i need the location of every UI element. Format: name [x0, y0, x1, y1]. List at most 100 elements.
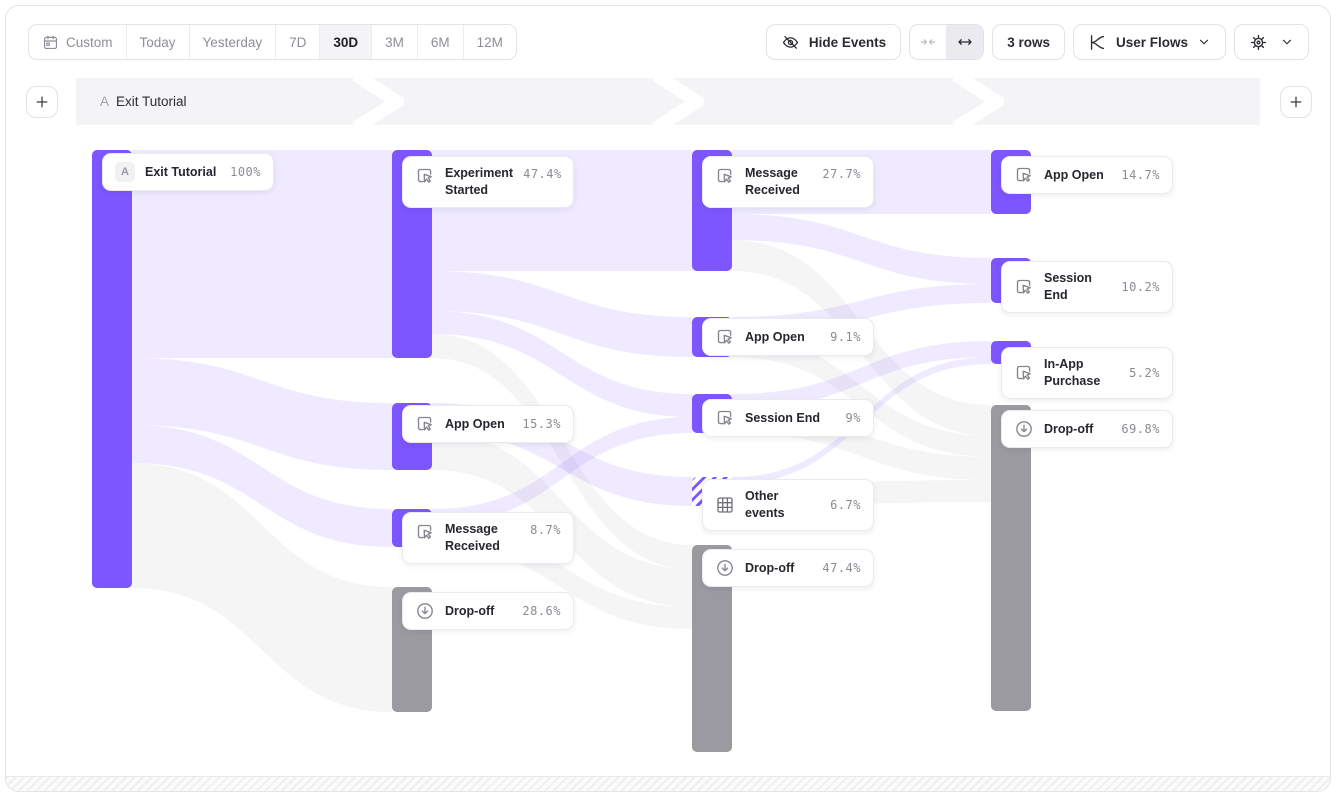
flow-ribbon-dropoff[interactable] [732, 336, 991, 457]
date-range-control: Custom Today Yesterday 7D 30D 3M 6M 12M [28, 24, 517, 60]
flow-bar-drop-off[interactable] [991, 405, 1031, 711]
calendar-icon [43, 35, 58, 49]
step-chevron-separator [652, 78, 704, 125]
event-icon [717, 168, 732, 183]
flow-node-drop-off[interactable]: Drop-off 69.8% [1001, 410, 1173, 448]
step-header-label[interactable]: A Exit Tutorial [100, 78, 187, 125]
date-range-label: Yesterday [202, 34, 263, 50]
plus-icon [36, 96, 48, 108]
flow-node-app-open[interactable]: App Open 9.1% [702, 318, 874, 356]
date-range-label: 6M [430, 34, 450, 50]
node-percent: 8.7% [530, 523, 561, 537]
node-label: Experiment Started [445, 166, 514, 197]
flow-node-message-received[interactable]: Message Received 8.7% [402, 512, 574, 564]
step-letter-badge: A [100, 94, 110, 109]
flow-ribbon[interactable] [732, 341, 991, 410]
node-label: App Open [745, 329, 805, 344]
expand-columns-button[interactable] [946, 25, 984, 59]
plus-icon [1290, 96, 1302, 108]
node-percent: 28.6% [522, 604, 561, 618]
date-range-6m[interactable]: 6M [416, 25, 463, 59]
date-range-segmented: Custom Today Yesterday 7D 30D 3M 6M 12M [28, 24, 517, 60]
node-label: Exit Tutorial [145, 164, 217, 179]
flow-node-exit-tutorial[interactable]: A Exit Tutorial 100% [102, 153, 274, 191]
node-label: Session End [1044, 271, 1092, 302]
date-range-label: 30D [333, 34, 359, 50]
flow-ribbon-dropoff[interactable] [132, 463, 392, 712]
date-range-30d[interactable]: 30D [319, 25, 372, 59]
view-mode-dropdown[interactable]: User Flows [1072, 24, 1226, 60]
gear-icon [1250, 34, 1267, 50]
flows-chart-icon [1090, 34, 1105, 50]
flow-node-message-received[interactable]: Message Received 27.7% [702, 156, 874, 208]
node-percent: 27.7% [822, 167, 861, 181]
node-percent: 47.4% [822, 561, 861, 575]
node-percent: 14.7% [1121, 168, 1160, 182]
flow-node-session-end[interactable]: Session End 9% [702, 399, 874, 437]
dropoff-icon [417, 603, 433, 619]
date-range-label: 7D [289, 34, 307, 50]
event-icon [1016, 167, 1031, 182]
node-percent: 10.2% [1121, 279, 1160, 294]
date-range-yesterday[interactable]: Yesterday [188, 25, 276, 59]
node-percent: 9% [845, 411, 861, 425]
flow-node-drop-off[interactable]: Drop-off 28.6% [402, 592, 574, 630]
node-percent: 6.7% [830, 497, 861, 512]
flow-node-app-open[interactable]: App Open 15.3% [402, 405, 574, 443]
node-percent: 69.8% [1121, 422, 1160, 436]
flow-ribbon[interactable] [132, 425, 392, 547]
node-label: App Open [1044, 167, 1104, 182]
eye-off-icon [782, 35, 799, 49]
flow-ribbon-dropoff[interactable] [432, 334, 692, 569]
flow-ribbon[interactable] [432, 311, 692, 417]
node-percent: 100% [230, 165, 261, 179]
date-range-custom[interactable]: Custom [29, 25, 126, 59]
event-icon [1016, 365, 1031, 380]
toolbar: Custom Today Yesterday 7D 30D 3M 6M 12M … [28, 24, 1309, 60]
node-percent: 15.3% [522, 417, 561, 431]
dropoff-icon [717, 560, 733, 576]
date-range-today[interactable]: Today [125, 25, 189, 59]
date-range-label: Today [139, 34, 176, 50]
collapse-columns-button[interactable] [910, 25, 946, 59]
other-events-grid-icon [717, 497, 733, 513]
step-header-band: A Exit Tutorial [76, 78, 1260, 125]
expand-columns-icon [958, 39, 972, 45]
flow-node-experiment-started[interactable]: Experiment Started 47.4% [402, 156, 574, 208]
flow-ribbon[interactable] [132, 358, 392, 470]
view-mode-label: User Flows [1115, 34, 1188, 50]
flow-node-drop-off[interactable]: Drop-off 47.4% [702, 549, 874, 587]
dropoff-icon [1016, 421, 1032, 437]
node-percent: 47.4% [523, 167, 562, 181]
add-step-right-button[interactable] [1280, 86, 1312, 118]
step-chevron-separator [952, 78, 1004, 125]
flow-node-other-events[interactable]: Other events 6.7% [702, 479, 874, 531]
flow-ribbon[interactable] [732, 214, 991, 284]
flow-ribbon[interactable] [432, 271, 692, 357]
flow-bar-exit-tutorial[interactable] [92, 150, 132, 588]
add-step-left-button[interactable] [26, 86, 58, 118]
date-range-3m[interactable]: 3M [371, 25, 417, 59]
rows-label: 3 rows [1007, 34, 1050, 50]
date-range-label: Custom [66, 34, 113, 50]
flow-ribbon[interactable] [132, 150, 392, 358]
node-percent: 9.1% [830, 330, 861, 344]
node-label: Drop-off [445, 603, 495, 618]
rows-button[interactable]: 3 rows [992, 24, 1065, 60]
chevron-down-icon [1199, 39, 1209, 45]
hide-events-button[interactable]: Hide Events [765, 24, 902, 60]
flow-node-in-app-purchase[interactable]: In-App Purchase 5.2% [1001, 347, 1173, 399]
event-icon [717, 410, 732, 425]
date-range-12m[interactable]: 12M [462, 25, 516, 59]
settings-dropdown[interactable] [1234, 24, 1309, 60]
date-range-7d[interactable]: 7D [275, 25, 319, 59]
node-label: Session End [745, 410, 821, 425]
toolbar-right-cluster: Hide Events 3 rows User Flows [765, 24, 1309, 60]
flow-node-session-end[interactable]: Session End 10.2% [1001, 261, 1173, 313]
flow-ribbon[interactable] [432, 417, 692, 525]
step-letter-badge: A [115, 162, 135, 182]
node-label: In-App Purchase [1044, 357, 1101, 388]
date-range-label: 12M [476, 34, 503, 50]
flow-node-app-open[interactable]: App Open 14.7% [1001, 156, 1173, 194]
